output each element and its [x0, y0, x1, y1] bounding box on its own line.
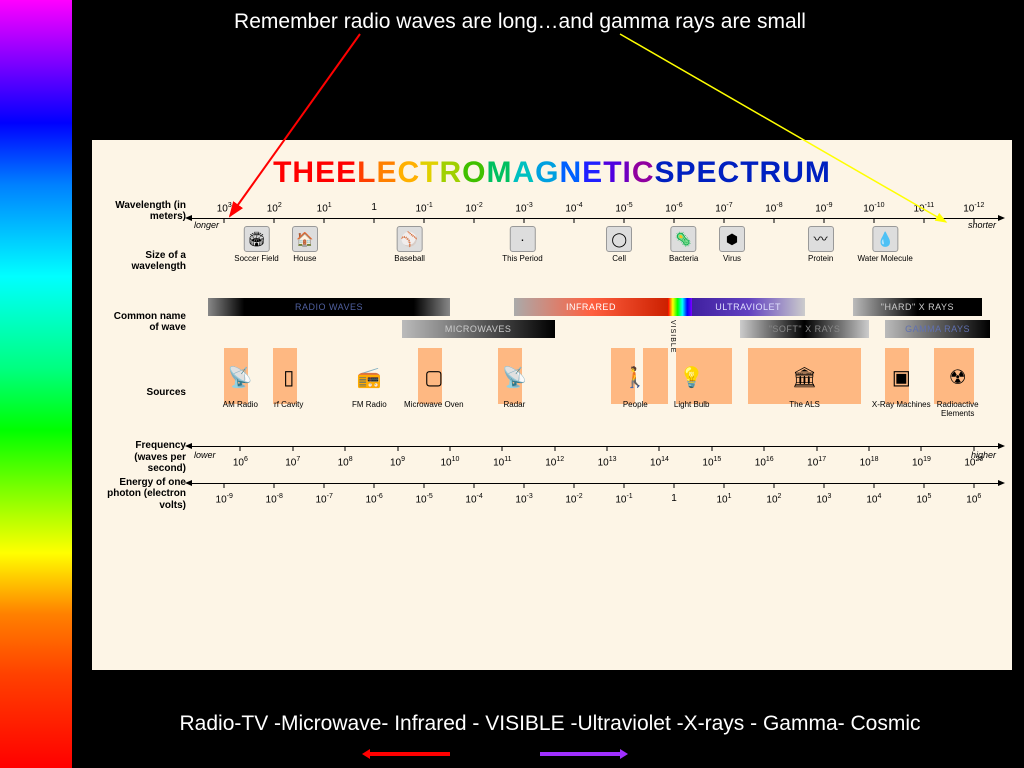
source-item: ☢Radioactive Elements — [937, 356, 979, 418]
visible-band — [668, 298, 692, 316]
source-item: ▯rf Cavity — [274, 356, 304, 409]
scale-tick: 10-7 — [715, 202, 732, 214]
scale-tick: 10-2 — [465, 202, 482, 214]
scale-tick: 10-9 — [216, 493, 233, 505]
source-item: 📡Radar — [499, 356, 529, 409]
scale-tick: 1015 — [702, 456, 721, 468]
scale-tick: 10-8 — [765, 202, 782, 214]
scale-tick: 10-1 — [615, 493, 632, 505]
scale-tick: 10-8 — [266, 493, 283, 505]
scale-tick: 10-10 — [863, 202, 884, 214]
size-item: ⚾Baseball — [394, 226, 425, 263]
scale-tick: 109 — [390, 456, 405, 468]
row-label-frequency: Frequency (waves per second) — [106, 440, 192, 475]
scale-tick: 1017 — [807, 456, 826, 468]
scale-tick: 10-5 — [615, 202, 632, 214]
wave-band: "HARD" X RAYS — [853, 298, 982, 316]
chart-title: THE ELECTROMAGNETIC SPECTRUM — [106, 156, 998, 190]
energy-row: Energy of one photon (electron volts) 10… — [106, 477, 998, 512]
scale-tick: 10-11 — [913, 202, 934, 214]
scale-tick: 102 — [267, 202, 282, 214]
wave-band: MICROWAVES — [402, 320, 555, 338]
scale-tick: 1020 — [964, 456, 983, 468]
scale-tick: 1 — [671, 493, 677, 504]
size-item: 〰Protein — [808, 226, 834, 263]
scale-tick: 10-4 — [465, 493, 482, 505]
wave-name-row: Common name of wave RADIO WAVES INFRARED U… — [106, 298, 998, 346]
energy-axis — [192, 483, 998, 484]
scale-tick: 1018 — [860, 456, 879, 468]
row-label-sources: Sources — [106, 387, 192, 399]
scale-tick: 103 — [816, 493, 831, 505]
size-item: ◯Cell — [606, 226, 632, 263]
spectrum-chart: THE ELECTROMAGNETIC SPECTRUM Wavelength … — [92, 140, 1012, 670]
size-item: ·This Period — [502, 226, 542, 263]
rainbow-sidebar — [0, 0, 72, 768]
size-item: 🏠House — [292, 226, 318, 263]
scale-tick: 106 — [233, 456, 248, 468]
source-item: 💡Light Bulb — [674, 356, 710, 409]
scale-tick: 10-2 — [565, 493, 582, 505]
scale-tick: 106 — [966, 493, 981, 505]
wave-band: RADIO WAVES — [208, 298, 450, 316]
sources-row: Sources 📡AM Radio ▯rf Cavity 📻FM Radio ▢Mic… — [106, 348, 998, 438]
scale-tick: 10-3 — [515, 493, 532, 505]
scale-tick: 10-6 — [365, 493, 382, 505]
wave-band: GAMMA RAYS — [885, 320, 990, 338]
scale-tick: 10-6 — [665, 202, 682, 214]
scale-tick: 105 — [916, 493, 931, 505]
scale-tick: 1019 — [912, 456, 931, 468]
scale-tick: 1 — [371, 202, 377, 213]
size-item: 🏟Soccer Field — [234, 226, 278, 263]
row-label-size: Size of a wavelength — [106, 250, 192, 273]
scale-tick: 10-12 — [963, 202, 984, 214]
bottom-arrow-right — [540, 752, 620, 756]
size-item: ⬢Virus — [719, 226, 745, 263]
size-item: 💧Water Molecule — [858, 226, 913, 263]
wavelength-axis — [192, 218, 998, 219]
scale-tick: 10-5 — [415, 493, 432, 505]
size-item: 🦠Bacteria — [669, 226, 698, 263]
scale-tick: 1014 — [650, 456, 669, 468]
top-caption: Remember radio waves are long…and gamma … — [170, 10, 870, 34]
scale-tick: 10-3 — [515, 202, 532, 214]
row-label-wavelength: Wavelength (in meters) — [106, 200, 192, 223]
row-label-name: Common name of wave — [106, 311, 192, 334]
scale-tick: 1016 — [755, 456, 774, 468]
size-row: Size of a wavelength 🏟Soccer Field 🏠House… — [106, 226, 998, 296]
bottom-arrow-left — [370, 752, 450, 756]
wave-band: INFRARED — [514, 298, 667, 316]
wave-band: ULTRAVIOLET — [692, 298, 805, 316]
scale-tick: 1013 — [598, 456, 617, 468]
scale-tick: 10-9 — [815, 202, 832, 214]
wavelength-row: Wavelength (in meters) longer shorter 10… — [106, 198, 998, 224]
scale-tick: 101 — [317, 202, 332, 214]
scale-tick: 104 — [866, 493, 881, 505]
frequency-row: Frequency (waves per second) lower highe… — [106, 440, 998, 475]
scale-tick: 10-1 — [415, 202, 432, 214]
source-item: 🏛The ALS — [789, 356, 820, 409]
scale-tick: 1011 — [493, 456, 511, 468]
source-item: 📻FM Radio — [352, 356, 387, 409]
scale-tick: 101 — [716, 493, 731, 505]
source-item: ▣X-Ray Machines — [872, 356, 931, 409]
scale-tick: 1010 — [440, 456, 459, 468]
scale-tick: 1012 — [545, 456, 564, 468]
scale-tick: 103 — [217, 202, 232, 214]
scale-tick: 102 — [766, 493, 781, 505]
scale-tick: 10-4 — [565, 202, 582, 214]
row-label-energy: Energy of one photon (electron volts) — [106, 477, 192, 512]
frequency-axis — [192, 446, 998, 447]
scale-tick: 107 — [285, 456, 300, 468]
wave-band: "SOFT" X RAYS — [740, 320, 869, 338]
bottom-caption: Radio-TV -Microwave- Infrared - VISIBLE … — [100, 712, 1000, 736]
scale-tick: 108 — [338, 456, 353, 468]
source-item: ▢Microwave Oven — [404, 356, 464, 409]
source-item: 📡AM Radio — [223, 356, 258, 409]
dir-lower: lower — [194, 450, 216, 460]
scale-tick: 10-7 — [315, 493, 332, 505]
source-item: 🚶People — [620, 356, 650, 409]
